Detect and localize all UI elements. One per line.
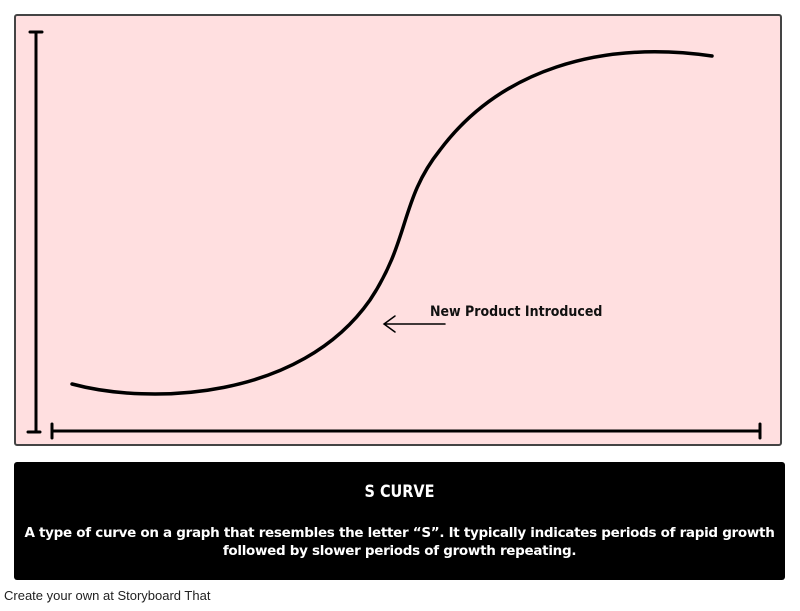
panel: New Product Introduced — [14, 14, 782, 446]
s-curve — [70, 50, 714, 396]
caption-box: S CURVE A type of curve on a graph that … — [14, 462, 785, 580]
arrow — [382, 315, 446, 333]
caption-title: S CURVE — [364, 482, 435, 502]
s-curve-drawing: New Product Introduced — [26, 30, 762, 440]
caption-text: A type of curve on a graph that resemble… — [24, 525, 775, 559]
annotation: New Product Introduced — [430, 304, 602, 320]
footer-link[interactable]: Create your own at Storyboard That — [4, 588, 211, 603]
